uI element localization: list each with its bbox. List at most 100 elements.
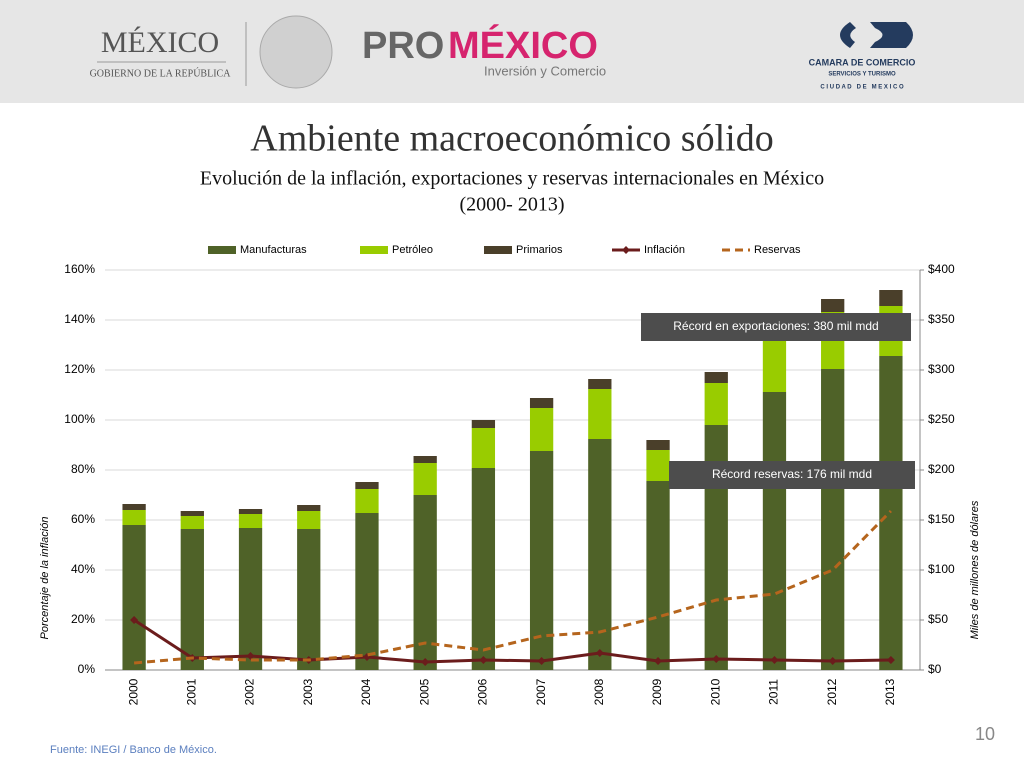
bar [529,451,554,670]
bar [821,299,845,312]
legend-label: Inflación [644,244,685,256]
bar [238,514,263,528]
bar [762,336,787,392]
bar [529,408,554,451]
bar [413,495,437,670]
x-tick-label: 2006 [476,678,490,705]
page-number: 10 [975,724,995,744]
camara-logo [840,22,913,48]
point [479,656,488,664]
y-tick-label: 0% [78,662,96,676]
bar [646,450,670,481]
x-tick-label: 2002 [243,678,257,705]
y-tick-label: 140% [64,312,95,326]
x-tick-label: 2001 [184,678,198,705]
point [654,657,663,665]
legend-label: Primarios [516,244,563,256]
point [421,658,430,666]
bar [704,383,728,425]
x-tick-label: 2010 [708,678,722,705]
y-tick-label: 20% [71,612,95,626]
bar [588,439,612,670]
y2-tick-label: $0 [928,662,942,676]
bar [122,510,146,525]
bar [471,420,496,428]
bar [122,504,146,510]
y2-tick-label: $200 [928,462,955,476]
bar [355,482,379,489]
bar [646,481,670,670]
x-tick-label: 2000 [126,678,140,705]
bar [646,440,670,450]
y-tick-label: 60% [71,512,95,526]
bar [238,528,263,670]
bar [471,468,496,670]
bar [529,398,554,408]
annotation: Récord reservas: 176 mil mdd [712,467,872,481]
bar [297,505,321,511]
bar [297,511,321,529]
bar [471,428,496,468]
line [133,618,891,664]
y2-axis-label: Miles de millones de dólares [969,500,981,639]
logo-text: CAMARA DE COMERCIO [809,57,916,67]
seal [259,15,333,89]
legend-label: Manufacturas [240,244,307,256]
point [130,616,139,624]
bar [355,489,379,513]
bar [297,529,321,670]
bar [704,372,728,383]
y-tick-label: 160% [64,262,95,276]
bar [180,516,204,529]
annotation-box [641,313,911,341]
logo-text: MÉXICO [448,23,598,67]
y-tick-label: 40% [71,562,95,576]
bar [879,290,903,306]
chart-subtitle: Evolución de la inflación, exportaciones… [200,168,824,190]
logo-text: SERVICIOS Y TURISMO [828,72,896,78]
bar [180,529,204,670]
point [537,657,546,665]
bar [355,513,379,670]
point [886,656,895,664]
y2-tick-label: $150 [928,512,955,526]
bar [413,463,437,495]
y2-tick-label: $350 [928,312,955,326]
bar [588,379,612,389]
y2-tick-label: $300 [928,362,955,376]
y2-tick-label: $100 [928,562,955,576]
bar [762,392,787,670]
legend-swatch [360,246,388,254]
x-tick-label: 2012 [825,678,839,705]
x-tick-label: 2007 [534,678,548,705]
source: Fuente: INEGI / Banco de México. [50,744,217,756]
point [770,656,779,664]
legend-label: Petróleo [392,244,433,256]
logo-text: PRO [362,25,444,67]
annotation: Récord en exportaciones: 380 mil mdd [673,319,878,333]
legend-label: Reservas [754,244,801,256]
legend-swatch [208,246,236,254]
point [246,652,255,660]
x-tick-label: 2003 [301,678,315,705]
y2-tick-label: $50 [928,612,948,626]
x-tick-label: 2013 [883,678,897,705]
x-tick-label: 2009 [650,678,664,705]
bar [821,369,845,670]
legend-point [622,246,630,254]
bar [588,389,612,439]
point [712,655,721,663]
x-tick-label: 2008 [592,678,606,705]
dashed-line [133,509,892,665]
y-tick-label: 100% [64,412,95,426]
y-axis-label: Porcentaje de la inflación [39,517,51,640]
bar [122,525,146,670]
x-tick-label: 2005 [417,678,431,705]
logo-text: GOBIERNO DE LA REPÚBLICA [90,67,232,79]
header-band [0,0,1024,103]
bar [180,511,204,516]
logo-text: Inversión y Comercio [484,63,606,78]
x-tick-label: 2004 [359,678,373,705]
